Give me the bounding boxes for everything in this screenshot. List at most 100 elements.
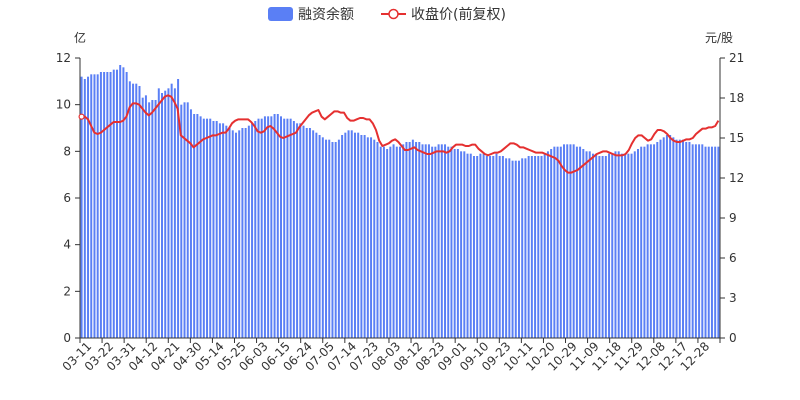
bar-127[interactable]: [489, 156, 492, 338]
bar-197[interactable]: [714, 146, 717, 338]
bar-3[interactable]: [90, 74, 93, 338]
bar-25[interactable]: [161, 93, 163, 338]
bar-23[interactable]: [154, 100, 157, 338]
bar-153[interactable]: [572, 144, 575, 338]
bar-69[interactable]: [302, 125, 305, 338]
bar-85[interactable]: [353, 132, 356, 338]
bar-14[interactable]: [125, 72, 128, 338]
bar-68[interactable]: [299, 123, 302, 338]
bar-75[interactable]: [321, 137, 324, 338]
bar-172[interactable]: [633, 151, 636, 338]
bar-63[interactable]: [283, 118, 286, 338]
bar-125[interactable]: [482, 153, 485, 338]
bar-65[interactable]: [289, 118, 292, 338]
bar-184[interactable]: [672, 137, 675, 338]
bar-36[interactable]: [196, 114, 199, 338]
bar-176[interactable]: [646, 144, 649, 338]
bar-118[interactable]: [460, 151, 463, 338]
bar-130[interactable]: [498, 156, 501, 338]
bar-161[interactable]: [598, 156, 601, 338]
bar-76[interactable]: [325, 139, 328, 338]
bar-56[interactable]: [260, 118, 263, 338]
bar-158[interactable]: [588, 151, 591, 338]
bar-77[interactable]: [328, 139, 331, 338]
bar-47[interactable]: [231, 130, 234, 338]
bar-188[interactable]: [685, 142, 688, 338]
bar-29[interactable]: [173, 88, 176, 338]
bar-140[interactable]: [530, 156, 533, 338]
bar-38[interactable]: [202, 118, 205, 338]
bar-21[interactable]: [148, 102, 151, 338]
bar-74[interactable]: [318, 135, 321, 338]
bar-94[interactable]: [382, 146, 385, 338]
bar-146[interactable]: [550, 149, 553, 338]
bar-126[interactable]: [485, 156, 488, 338]
bar-32[interactable]: [183, 102, 186, 338]
close-price-point-start[interactable]: [78, 113, 85, 120]
bar-17[interactable]: [135, 83, 138, 338]
bar-22[interactable]: [151, 100, 154, 338]
bar-6[interactable]: [99, 72, 102, 338]
bar-48[interactable]: [234, 132, 237, 338]
bar-111[interactable]: [437, 144, 440, 338]
bar-24[interactable]: [157, 88, 160, 338]
bar-198[interactable]: [717, 146, 720, 338]
bar-128[interactable]: [492, 156, 495, 338]
close-price-line[interactable]: [81, 94, 720, 174]
bar-64[interactable]: [286, 118, 289, 338]
bar-101[interactable]: [405, 142, 408, 338]
bar-12[interactable]: [119, 65, 122, 338]
bar-124[interactable]: [479, 153, 482, 338]
bar-179[interactable]: [656, 142, 659, 338]
bar-82[interactable]: [344, 132, 347, 338]
bar-169[interactable]: [624, 153, 627, 338]
bar-59[interactable]: [270, 116, 273, 338]
bar-58[interactable]: [267, 116, 270, 338]
bar-102[interactable]: [408, 142, 411, 338]
bar-96[interactable]: [389, 146, 392, 338]
bar-35[interactable]: [193, 114, 196, 338]
bar-136[interactable]: [518, 160, 520, 338]
bar-70[interactable]: [305, 128, 308, 338]
bar-138[interactable]: [524, 158, 527, 338]
bar-181[interactable]: [662, 137, 665, 338]
bar-165[interactable]: [611, 153, 614, 338]
bar-157[interactable]: [585, 151, 588, 338]
bar-120[interactable]: [466, 153, 469, 338]
bar-80[interactable]: [337, 139, 340, 338]
bar-112[interactable]: [440, 144, 443, 338]
bar-117[interactable]: [456, 149, 459, 338]
bar-156[interactable]: [582, 149, 585, 338]
bar-182[interactable]: [665, 135, 668, 338]
bar-51[interactable]: [244, 128, 247, 338]
bar-18[interactable]: [138, 86, 141, 338]
bar-40[interactable]: [209, 118, 212, 338]
bar-116[interactable]: [453, 149, 456, 338]
bar-10[interactable]: [112, 69, 115, 339]
bar-164[interactable]: [608, 153, 611, 338]
bar-191[interactable]: [694, 144, 697, 338]
bar-121[interactable]: [469, 153, 472, 338]
bar-37[interactable]: [199, 116, 202, 338]
bar-180[interactable]: [659, 139, 662, 338]
bar-149[interactable]: [559, 146, 562, 338]
bar-33[interactable]: [186, 102, 189, 338]
bar-131[interactable]: [501, 156, 504, 338]
bar-66[interactable]: [292, 121, 295, 338]
bar-189[interactable]: [688, 142, 691, 338]
bar-95[interactable]: [386, 149, 389, 338]
bar-194[interactable]: [704, 146, 707, 338]
bar-86[interactable]: [357, 132, 360, 338]
bar-155[interactable]: [579, 146, 582, 338]
bar-60[interactable]: [273, 114, 276, 338]
bar-27[interactable]: [167, 88, 170, 338]
bar-123[interactable]: [476, 156, 479, 338]
bar-13[interactable]: [122, 67, 125, 338]
bar-173[interactable]: [636, 149, 639, 338]
bar-143[interactable]: [540, 156, 543, 338]
bar-133[interactable]: [508, 158, 511, 338]
bar-99[interactable]: [399, 146, 401, 338]
bar-187[interactable]: [682, 139, 685, 338]
bar-113[interactable]: [444, 144, 447, 338]
bar-106[interactable]: [421, 144, 424, 338]
